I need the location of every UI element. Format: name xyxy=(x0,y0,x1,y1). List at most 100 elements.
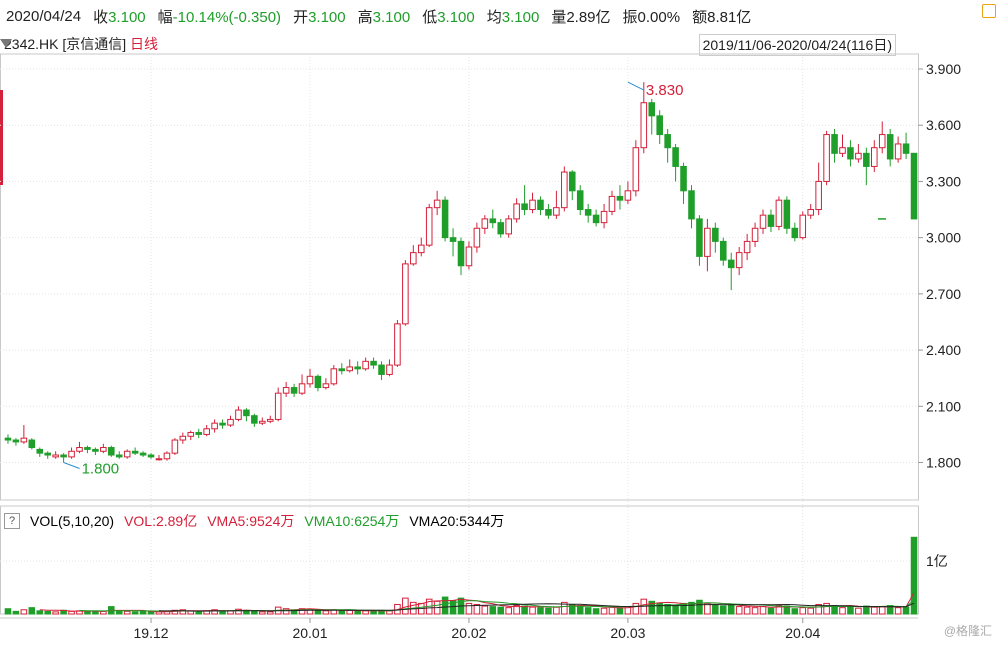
vol-indicator[interactable]: VOL(5,10,20) xyxy=(30,513,115,529)
period-label[interactable]: 日线 xyxy=(130,36,159,52)
volume-bar xyxy=(481,605,489,615)
candle-body xyxy=(576,190,584,211)
candle-body xyxy=(36,448,44,454)
chart-grid xyxy=(0,53,919,619)
dropdown-triangle-icon[interactable] xyxy=(0,39,12,49)
candle-body xyxy=(378,364,385,375)
volume-bar xyxy=(20,609,28,615)
candle-body xyxy=(616,195,624,201)
volume-bar xyxy=(306,608,314,615)
date-range-selector[interactable]: 2019/11/06-2020/04/24(116日) xyxy=(698,34,896,56)
candle-body xyxy=(92,448,99,452)
candle-body xyxy=(751,227,759,242)
lock-icon[interactable] xyxy=(982,4,996,18)
candle-body xyxy=(783,199,791,229)
candle-body xyxy=(386,364,393,375)
candle-body xyxy=(68,450,75,458)
volume-bar xyxy=(497,606,505,615)
volume-bar xyxy=(600,607,608,615)
candle-body xyxy=(100,447,107,452)
price-tick-label: 2.400 xyxy=(926,342,961,358)
candle-body xyxy=(179,435,187,441)
volume-bar xyxy=(354,610,361,615)
time-tick-label: 20.03 xyxy=(610,625,645,641)
candle-body xyxy=(759,214,767,229)
candle-body xyxy=(60,454,67,458)
volume-value: 2.89亿 xyxy=(566,8,611,26)
candle-body xyxy=(211,422,218,430)
volume-bar xyxy=(473,603,481,615)
amplitude-value: 0.00% xyxy=(637,8,681,26)
volume-bar xyxy=(727,603,735,615)
candle-body xyxy=(735,252,743,269)
candle-body xyxy=(394,323,401,366)
candle-body xyxy=(672,147,679,167)
volume-bar xyxy=(878,606,886,615)
volume-bar xyxy=(314,609,322,615)
candle-body xyxy=(712,227,719,242)
volume-bar xyxy=(712,605,719,615)
open-value: 3.100 xyxy=(308,8,346,26)
candle-body xyxy=(624,190,632,201)
candle-body xyxy=(108,447,115,456)
candle-body xyxy=(52,454,59,458)
candle-body xyxy=(44,452,51,456)
candle-body xyxy=(656,115,663,136)
amount-label: 额 xyxy=(692,8,708,26)
open-label: 开 xyxy=(293,8,309,26)
volume-bar xyxy=(735,606,743,615)
quote-header: 2020/04/24 收3.100 幅-10.14%(-0.350) 开3.10… xyxy=(0,0,1000,32)
price-tick-label: 2.700 xyxy=(926,286,961,302)
vol-value: VOL:2.89亿 xyxy=(124,513,198,529)
volume-bar xyxy=(767,607,775,615)
close-value: 3.100 xyxy=(108,8,146,26)
volume-bar xyxy=(123,610,131,615)
candle-body xyxy=(823,134,830,182)
volume-bar xyxy=(266,611,274,615)
candle-body xyxy=(568,171,576,192)
volume-bar xyxy=(465,602,473,615)
volume-bar xyxy=(211,609,218,615)
volume-bar xyxy=(894,607,902,615)
volume-bar xyxy=(282,608,290,615)
candle-body xyxy=(84,447,91,450)
volume-bar xyxy=(68,610,75,615)
price-tick-label: 1.800 xyxy=(926,455,961,471)
candle-body xyxy=(465,246,473,267)
candle-body xyxy=(632,147,640,192)
candle-body xyxy=(505,218,512,235)
candle-body xyxy=(799,214,807,239)
candle-body xyxy=(839,147,846,154)
candle-body xyxy=(203,428,210,435)
low-label: 低 xyxy=(422,8,438,26)
vma10-value: VMA10:6254万 xyxy=(304,513,400,529)
candle-body xyxy=(266,418,274,422)
price-tick-label: 3.900 xyxy=(926,61,961,77)
volume-bar xyxy=(886,605,894,615)
candle-body xyxy=(290,387,298,394)
candle-body xyxy=(640,102,648,149)
volume-bar xyxy=(871,606,878,615)
candle-body xyxy=(704,227,711,257)
candle-body xyxy=(314,375,322,389)
volume-ma-lines xyxy=(39,592,915,613)
volume-bar xyxy=(441,596,449,615)
candle-body xyxy=(282,387,290,394)
question-icon[interactable]: ? xyxy=(4,513,20,529)
volume-bar xyxy=(553,606,560,615)
candle-body xyxy=(115,454,123,458)
candle-body xyxy=(584,209,592,216)
high-value: 3.100 xyxy=(372,8,411,26)
candle-body xyxy=(561,171,568,209)
candle-body xyxy=(28,439,36,449)
volume-bar xyxy=(616,607,624,615)
candle-body xyxy=(362,360,369,370)
avg-value: 3.100 xyxy=(501,8,540,26)
candle-body xyxy=(791,227,799,239)
volume-bar xyxy=(370,610,377,615)
candle-body xyxy=(553,207,560,216)
volume-bar xyxy=(608,606,616,615)
volume-bar xyxy=(648,600,656,615)
volume-bar xyxy=(719,605,727,615)
time-tick-label: 20.02 xyxy=(451,625,486,641)
